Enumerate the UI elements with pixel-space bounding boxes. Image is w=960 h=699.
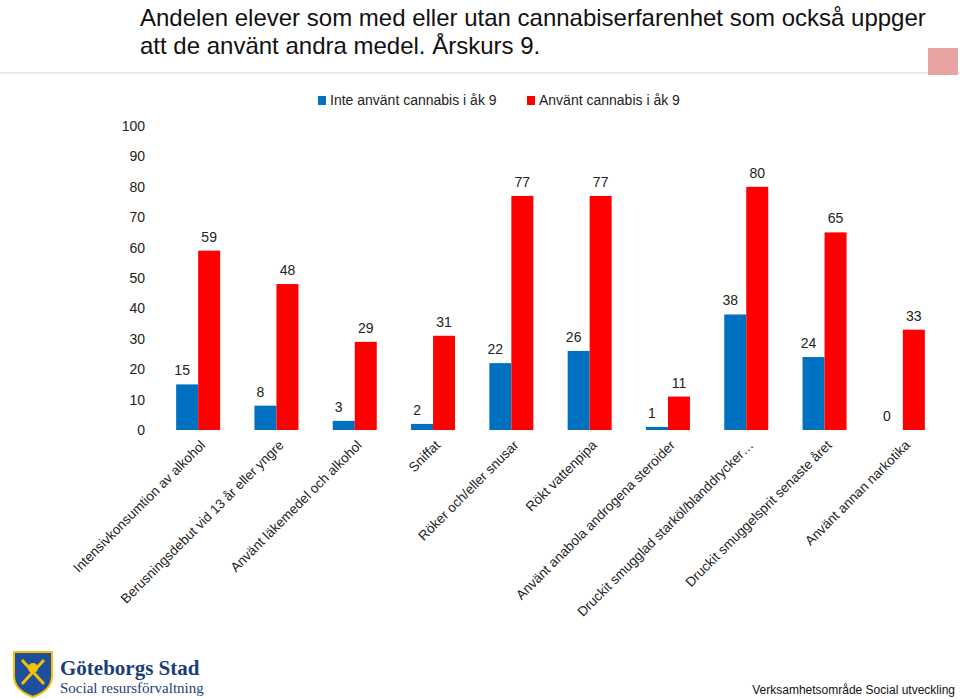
bar	[254, 406, 276, 430]
y-tick-label: 20	[129, 361, 145, 377]
bar	[355, 342, 377, 430]
legend-label: Inte använt cannabis i åk 9	[330, 92, 497, 108]
bar	[668, 397, 690, 430]
y-tick	[150, 156, 153, 157]
x-tick-label: Använt anabola androgena steroider	[513, 437, 678, 602]
bar	[724, 314, 746, 430]
bar	[433, 336, 455, 430]
y-tick-label: 10	[129, 392, 145, 408]
data-label: 48	[280, 262, 296, 278]
x-tick-label: Sniffat	[406, 437, 444, 475]
bar	[511, 196, 533, 430]
data-label: 24	[801, 335, 817, 351]
bar	[411, 424, 433, 430]
legend-swatch	[318, 96, 326, 105]
corner-block	[928, 48, 958, 75]
bar	[198, 251, 220, 430]
data-label: 65	[828, 210, 844, 226]
y-tick-label: 60	[129, 240, 145, 256]
bar	[590, 196, 612, 430]
y-tick	[150, 430, 153, 431]
data-label: 2	[413, 402, 421, 418]
data-label: 1	[648, 405, 656, 421]
org-unit: Social resursförvaltning	[60, 680, 204, 696]
x-tick-label: Använt läkemedel och alkohol	[227, 438, 364, 575]
y-tick-label: 0	[137, 422, 145, 438]
org-name: Göteborgs Stad	[60, 656, 200, 680]
x-tick-label: Druckit smuggelsprit senaste året	[682, 437, 834, 589]
data-label: 31	[436, 314, 452, 330]
y-tick-label: 40	[129, 300, 145, 316]
data-label: 80	[749, 165, 765, 181]
logo-crown	[28, 663, 38, 673]
data-label: 77	[515, 174, 531, 190]
data-label: 33	[906, 308, 922, 324]
bar	[276, 284, 298, 430]
logo-cross	[22, 660, 44, 684]
bar	[489, 363, 511, 430]
x-tick-label: Druckit smugglad starköl/blanddrycker…	[574, 438, 756, 620]
title-rule	[0, 73, 960, 74]
bar	[903, 330, 925, 430]
logo	[14, 652, 52, 697]
data-label: 15	[174, 362, 190, 378]
y-tick-label: 100	[122, 118, 146, 134]
data-label: 59	[201, 229, 217, 245]
y-tick	[150, 247, 153, 248]
data-label: 22	[488, 341, 504, 357]
y-tick	[150, 126, 153, 127]
y-tick	[150, 399, 153, 400]
data-label: 38	[722, 292, 738, 308]
x-tick-label: Intensivkonsumtion av alkohol	[70, 438, 208, 576]
data-label: 8	[257, 384, 265, 400]
bar	[803, 357, 825, 430]
legend: Inte använt cannabis i åk 9 Använt cannab…	[318, 92, 680, 108]
bar	[881, 430, 903, 431]
y-tick-label: 70	[129, 209, 145, 225]
chart-title: Andelen elever som med eller utan cannab…	[140, 4, 930, 60]
data-label: 0	[883, 408, 891, 424]
bar	[568, 351, 590, 430]
y-tick	[150, 217, 153, 218]
x-tick-label: Röker och/eller snusar	[415, 437, 521, 543]
y-tick	[150, 369, 153, 370]
bar	[825, 232, 847, 430]
data-label: 77	[593, 174, 609, 190]
data-label: 11	[672, 375, 687, 391]
y-tick	[150, 308, 153, 309]
bar	[333, 421, 355, 430]
y-tick-label: 50	[129, 270, 145, 286]
logo-shield	[14, 652, 52, 697]
bar	[646, 427, 668, 430]
footer-note: Verksamhetsområde Social utveckling	[752, 683, 955, 697]
legend-label: Använt cannabis i åk 9	[539, 92, 680, 108]
bar	[176, 384, 198, 430]
y-tick	[150, 186, 153, 187]
y-tick-label: 90	[129, 148, 145, 164]
legend-swatch	[527, 96, 535, 105]
chart: 01020304050607080901001559Intensivkonsum…	[0, 0, 960, 699]
data-label: 29	[358, 320, 374, 336]
x-tick-label: Rökt vattenpipa	[523, 437, 600, 514]
data-label: 3	[335, 399, 343, 415]
data-label: 26	[566, 329, 582, 345]
y-tick	[150, 278, 153, 279]
bar	[746, 187, 768, 430]
x-tick-label: Använt annan narkotika	[802, 437, 913, 548]
bars	[176, 187, 925, 430]
x-tick-label: Berusningsdebut vid 13 år eller yngre	[118, 438, 287, 607]
y-tick-label: 80	[129, 179, 145, 195]
y-tick-label: 30	[129, 331, 145, 347]
y-tick	[150, 338, 153, 339]
